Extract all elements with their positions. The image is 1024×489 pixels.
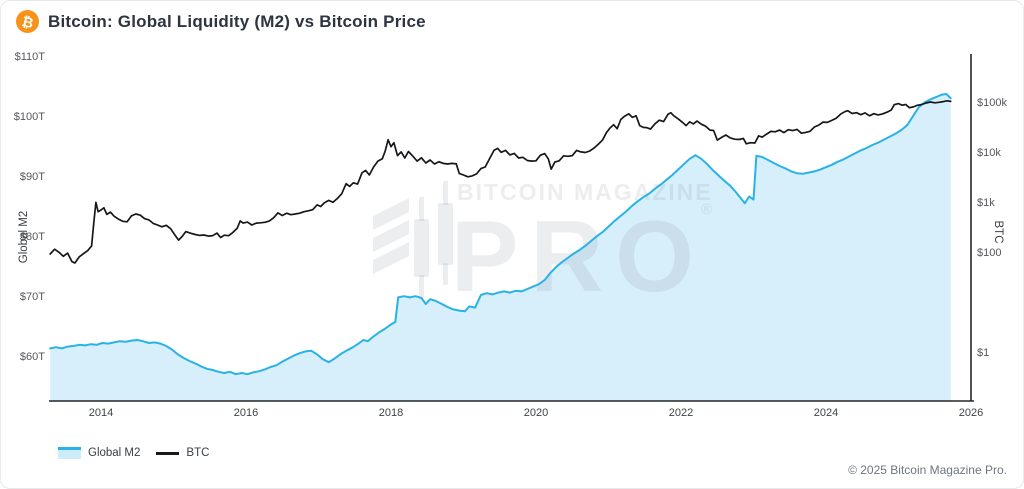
page-title: Bitcoin: Global Liquidity (M2) vs Bitcoi…	[48, 11, 426, 31]
global-m2-line[interactable]	[49, 93, 952, 376]
btc-swatch	[156, 451, 180, 455]
axis-tick-label: 2014	[88, 407, 114, 419]
watermark-registered-mark: ®	[701, 201, 712, 218]
axis-tick-label: $100	[977, 247, 1002, 259]
chart-header: ₿ Bitcoin: Global Liquidity (M2) vs Bitc…	[16, 10, 426, 33]
axis-tick-label: $100T	[13, 111, 45, 123]
axis-tick-label: $80T	[19, 231, 45, 243]
axis-tick-label: $1	[977, 347, 990, 359]
legend-label-btc: BTC	[186, 447, 210, 459]
watermark-line1: BITCOIN MAGAZINE	[457, 179, 713, 205]
axis-tick-label: 2024	[813, 407, 839, 419]
axis-tick-label: $100k	[977, 97, 1007, 109]
axis-tick-label: $110T	[14, 51, 45, 63]
axis-tick-label: 2022	[668, 407, 694, 419]
legend: Global M2 BTC	[58, 447, 209, 459]
right-axis-title: BTC	[992, 220, 1004, 244]
axis-tick-label: 2016	[233, 407, 259, 419]
watermark: BITCOIN MAGAZINE PRO ®	[373, 179, 713, 313]
axis-tick-label: $90T	[19, 171, 45, 183]
bitcoin-icon: ₿	[16, 10, 39, 33]
left-axis-title: Global M2	[18, 210, 30, 264]
axis-tick-label: $70T	[19, 291, 45, 303]
axis-tick-label: $60T	[19, 351, 45, 363]
legend-item-global-m2[interactable]: Global M2	[58, 447, 140, 459]
axis-tick-label: $1k	[977, 197, 995, 209]
copyright-text: © 2025 Bitcoin Magazine Pro.	[848, 463, 1007, 477]
btc-price-line[interactable]	[49, 99, 952, 264]
axis-tick-label: $10k	[977, 147, 1001, 159]
axis-tick-label: 2020	[523, 407, 549, 419]
legend-label-global-m2: Global M2	[88, 447, 141, 459]
axis-tick-label: 2026	[958, 407, 984, 419]
legend-item-btc[interactable]: BTC	[156, 447, 209, 459]
watermark-line2: PRO	[451, 201, 706, 313]
m2-area-fill	[50, 94, 951, 401]
watermark-logo-icon	[373, 181, 453, 297]
global-m2-swatch	[58, 447, 81, 459]
axis-tick-label: 2018	[378, 407, 404, 419]
